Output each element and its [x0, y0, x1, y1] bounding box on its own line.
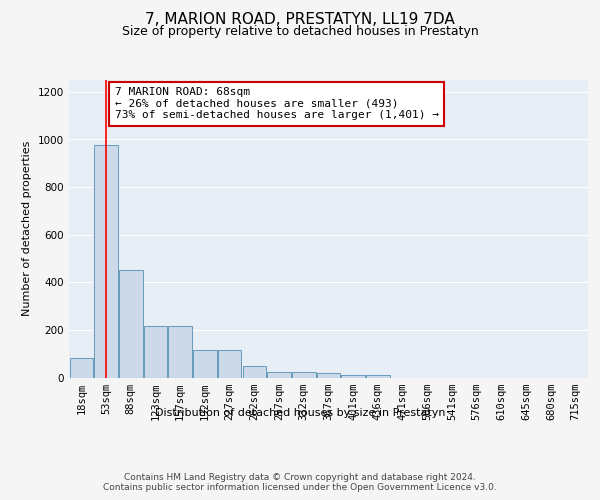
Text: Size of property relative to detached houses in Prestatyn: Size of property relative to detached ho…: [122, 25, 478, 38]
Bar: [169, 326, 192, 378]
Bar: [119, 270, 143, 378]
Text: 7 MARION ROAD: 68sqm
← 26% of detached houses are smaller (493)
73% of semi-deta: 7 MARION ROAD: 68sqm ← 26% of detached h…: [115, 87, 439, 120]
Bar: [341, 375, 365, 378]
Bar: [242, 366, 266, 378]
Text: 7, MARION ROAD, PRESTATYN, LL19 7DA: 7, MARION ROAD, PRESTATYN, LL19 7DA: [145, 12, 455, 28]
Bar: [268, 372, 291, 378]
Bar: [317, 373, 340, 378]
Bar: [94, 146, 118, 378]
Bar: [366, 375, 389, 378]
Bar: [193, 350, 217, 378]
Bar: [144, 326, 167, 378]
Bar: [70, 358, 93, 378]
Bar: [218, 350, 241, 378]
Text: Contains HM Land Registry data © Crown copyright and database right 2024.
Contai: Contains HM Land Registry data © Crown c…: [103, 472, 497, 492]
Bar: [292, 372, 316, 378]
Text: Distribution of detached houses by size in Prestatyn: Distribution of detached houses by size …: [155, 408, 445, 418]
Y-axis label: Number of detached properties: Number of detached properties: [22, 141, 32, 316]
